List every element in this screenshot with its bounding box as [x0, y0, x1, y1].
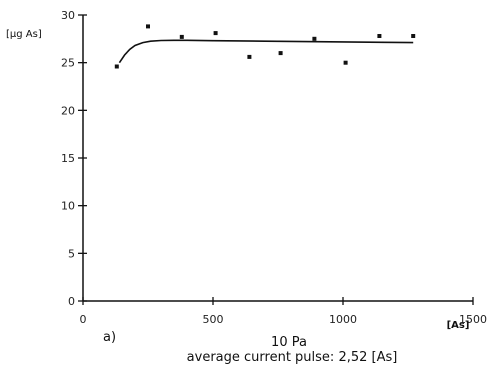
data-point	[377, 34, 382, 38]
fit-curve	[118, 39, 414, 64]
data-point	[247, 54, 252, 59]
x-tick-label: 500	[203, 313, 224, 326]
axes	[82, 15, 473, 302]
x-tick-label: 1500	[459, 313, 487, 326]
pressure-label: 10 Pa	[271, 335, 307, 350]
y-tick-label: 0	[68, 295, 75, 308]
caption-subtitle: average current pulse: 2,52 [As]	[187, 350, 398, 365]
data-point	[411, 34, 416, 38]
y-tick-label: 15	[61, 152, 75, 165]
x-tick-label: 1000	[329, 313, 357, 326]
y-tick-label: 30	[61, 9, 75, 22]
data-point	[312, 36, 317, 41]
y-tick-label: 10	[61, 200, 75, 213]
data-point	[278, 51, 283, 56]
data-point	[114, 64, 119, 69]
y-tick-label: 25	[61, 57, 75, 70]
data-point	[343, 60, 348, 65]
panel-label: a)	[103, 330, 116, 345]
y-axis-label: [µg As]	[6, 29, 42, 40]
data-point	[179, 34, 184, 39]
data-point	[213, 31, 218, 36]
y-tick-label: 20	[61, 104, 75, 117]
x-tick-label: 0	[80, 313, 87, 326]
x-axis-unit-label: [As]	[447, 320, 470, 331]
series	[114, 24, 416, 69]
data-point	[146, 24, 150, 29]
y-tick-label: 5	[68, 247, 75, 260]
ticks: 0 5 10 15 20 25 30 0 500 1000 1500	[61, 9, 487, 326]
